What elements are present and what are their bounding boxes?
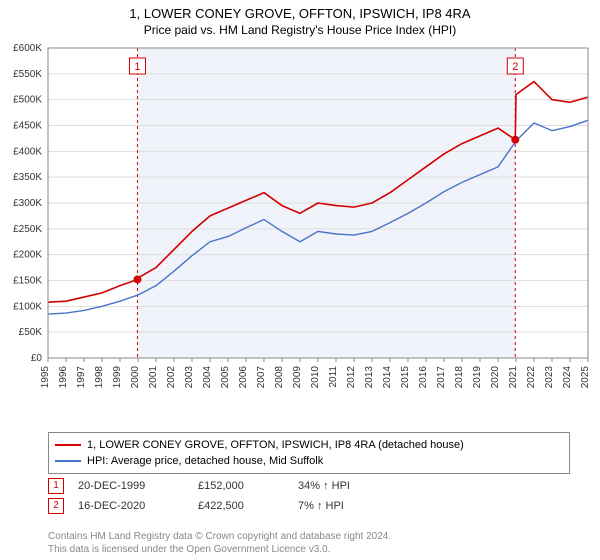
svg-text:£550K: £550K (13, 69, 42, 80)
legend-swatch-property (55, 444, 81, 446)
svg-text:2017: 2017 (436, 366, 447, 389)
legend-row-hpi: HPI: Average price, detached house, Mid … (55, 453, 563, 469)
svg-text:2009: 2009 (292, 366, 303, 389)
svg-text:2006: 2006 (238, 366, 249, 389)
svg-text:£300K: £300K (13, 198, 42, 209)
svg-text:£150K: £150K (13, 276, 42, 287)
svg-text:£400K: £400K (13, 146, 42, 157)
footer-line1: Contains HM Land Registry data © Crown c… (48, 531, 391, 544)
title-block: 1, LOWER CONEY GROVE, OFFTON, IPSWICH, I… (0, 0, 600, 37)
svg-text:2004: 2004 (202, 366, 213, 389)
svg-text:2022: 2022 (526, 366, 537, 389)
svg-text:£0: £0 (31, 353, 43, 364)
svg-text:£100K: £100K (13, 301, 42, 312)
svg-text:2007: 2007 (256, 366, 267, 389)
svg-text:£50K: £50K (19, 327, 43, 338)
sale-price-2: £422,500 (198, 500, 298, 512)
svg-text:1998: 1998 (94, 366, 105, 389)
svg-text:2023: 2023 (544, 366, 555, 389)
svg-text:2001: 2001 (148, 366, 159, 389)
footer: Contains HM Land Registry data © Crown c… (48, 531, 391, 556)
svg-text:1: 1 (134, 61, 140, 73)
sale-row-1: 1 20-DEC-1999 £152,000 34% ↑ HPI (48, 478, 398, 494)
svg-text:1999: 1999 (112, 366, 123, 389)
svg-text:£450K: £450K (13, 121, 42, 132)
svg-text:2019: 2019 (472, 366, 483, 389)
sale-marker-1-num: 1 (53, 480, 59, 491)
svg-text:2005: 2005 (220, 366, 231, 389)
svg-text:1996: 1996 (58, 366, 69, 389)
svg-text:2010: 2010 (310, 366, 321, 389)
legend-label-property: 1, LOWER CONEY GROVE, OFFTON, IPSWICH, I… (87, 439, 464, 451)
legend-label-hpi: HPI: Average price, detached house, Mid … (87, 455, 323, 467)
legend-box: 1, LOWER CONEY GROVE, OFFTON, IPSWICH, I… (48, 432, 570, 474)
svg-text:1997: 1997 (76, 366, 87, 389)
svg-text:2: 2 (512, 61, 518, 73)
svg-text:2013: 2013 (364, 366, 375, 389)
svg-text:2015: 2015 (400, 366, 411, 389)
chart-container: 1, LOWER CONEY GROVE, OFFTON, IPSWICH, I… (0, 0, 600, 560)
legend-swatch-hpi (55, 460, 81, 462)
svg-text:2011: 2011 (328, 366, 339, 388)
svg-text:1995: 1995 (40, 366, 51, 389)
sale-marker-2: 2 (48, 498, 64, 514)
svg-text:2025: 2025 (580, 366, 591, 389)
sale-hpi-1: 34% ↑ HPI (298, 480, 398, 492)
sale-date-1: 20-DEC-1999 (78, 480, 198, 492)
title-line1: 1, LOWER CONEY GROVE, OFFTON, IPSWICH, I… (0, 6, 600, 21)
sale-price-1: £152,000 (198, 480, 298, 492)
svg-text:2016: 2016 (418, 366, 429, 389)
svg-text:£500K: £500K (13, 95, 42, 106)
sale-hpi-2: 7% ↑ HPI (298, 500, 398, 512)
svg-text:£250K: £250K (13, 224, 42, 235)
sale-row-2: 2 16-DEC-2020 £422,500 7% ↑ HPI (48, 498, 398, 514)
svg-text:2002: 2002 (166, 366, 177, 389)
svg-text:2024: 2024 (562, 366, 573, 389)
svg-text:2020: 2020 (490, 366, 501, 389)
svg-text:2012: 2012 (346, 366, 357, 389)
title-line2: Price paid vs. HM Land Registry's House … (0, 23, 600, 37)
svg-text:£350K: £350K (13, 172, 42, 183)
svg-text:2008: 2008 (274, 366, 285, 389)
svg-text:£200K: £200K (13, 250, 42, 261)
svg-text:2021: 2021 (508, 366, 519, 389)
sale-date-2: 16-DEC-2020 (78, 500, 198, 512)
svg-text:2003: 2003 (184, 366, 195, 389)
sale-marker-1: 1 (48, 478, 64, 494)
svg-text:2014: 2014 (382, 366, 393, 389)
svg-text:2000: 2000 (130, 366, 141, 389)
svg-text:2018: 2018 (454, 366, 465, 389)
sale-marker-2-num: 2 (53, 500, 59, 511)
footer-line2: This data is licensed under the Open Gov… (48, 544, 391, 557)
chart-svg: £0£50K£100K£150K£200K£250K£300K£350K£400… (48, 48, 588, 398)
svg-text:£600K: £600K (13, 43, 42, 54)
legend-row-property: 1, LOWER CONEY GROVE, OFFTON, IPSWICH, I… (55, 437, 563, 453)
chart-area: £0£50K£100K£150K£200K£250K£300K£350K£400… (48, 48, 588, 398)
